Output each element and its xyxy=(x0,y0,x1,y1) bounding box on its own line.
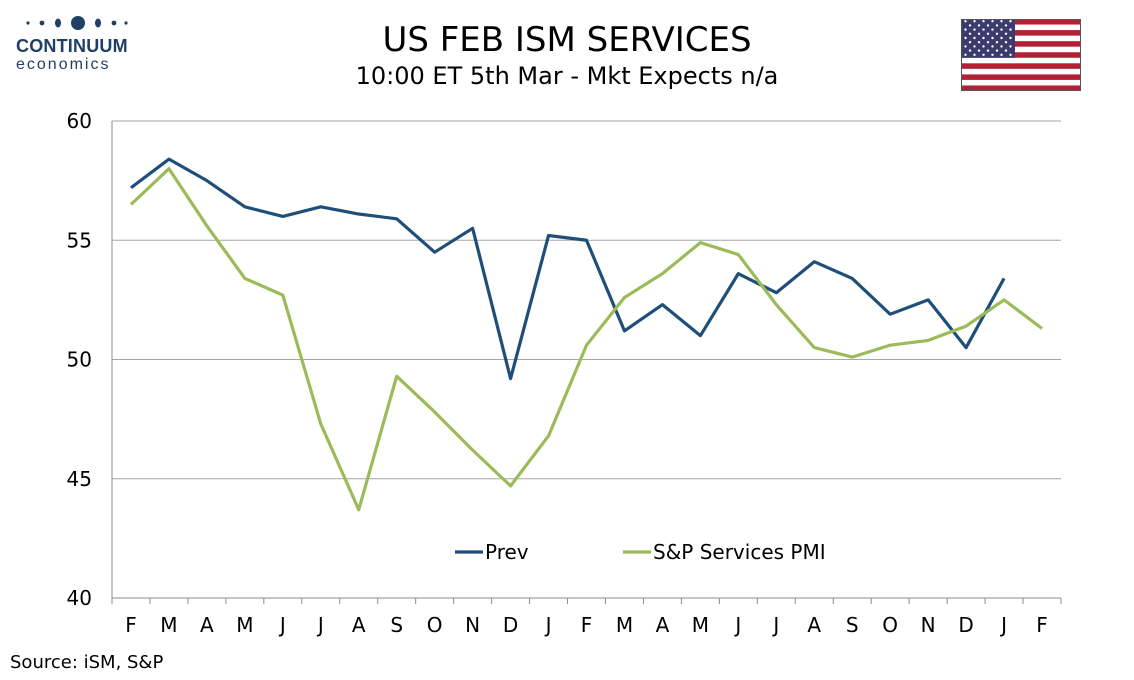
x-tick-label: A xyxy=(807,613,821,637)
x-tick-label: M xyxy=(236,613,253,637)
x-tick-label: J xyxy=(544,613,552,637)
x-tick-label: S xyxy=(846,613,859,637)
flag-star xyxy=(968,41,972,44)
x-tick-label: M xyxy=(616,613,633,637)
flag-star xyxy=(1009,20,1012,23)
flag-star xyxy=(968,24,972,27)
flag-star xyxy=(991,28,994,31)
flag-star xyxy=(986,41,990,44)
y-tick-label: 50 xyxy=(67,348,92,372)
flag-star xyxy=(1004,49,1008,52)
x-tick-label: O xyxy=(427,613,443,637)
flag-star xyxy=(1009,45,1012,48)
x-tick-label: J xyxy=(999,613,1007,637)
y-tick-label: 60 xyxy=(67,109,92,133)
x-tick-label: A xyxy=(656,613,670,637)
flag-star xyxy=(986,49,990,52)
flag-star xyxy=(1000,45,1003,48)
y-tick-label: 40 xyxy=(67,586,92,610)
us-flag-icon xyxy=(961,19,1081,91)
continuum-logo: CONTINUUM economics xyxy=(10,12,140,82)
flag-star xyxy=(991,45,994,48)
x-tick-label: N xyxy=(465,613,480,637)
flag-star xyxy=(982,53,985,56)
flag-star xyxy=(986,24,990,27)
source-note: Source: iSM, S&P xyxy=(10,652,164,673)
flag-star xyxy=(995,24,999,27)
flag-star xyxy=(995,49,999,52)
legend-label: Prev xyxy=(485,540,529,564)
x-tick-label: J xyxy=(316,613,324,637)
x-tick-label: S xyxy=(390,613,403,637)
flag-star xyxy=(995,32,999,35)
flag-star xyxy=(964,20,967,23)
flag-star xyxy=(964,28,967,31)
x-tick-label: D xyxy=(958,613,973,637)
chart-subtitle: 10:00 ET 5th Mar - Mkt Expects n/a xyxy=(355,62,779,90)
flag-star xyxy=(973,36,976,40)
flag-star xyxy=(968,32,972,35)
flag-star xyxy=(995,41,999,44)
logo-name: CONTINUUM xyxy=(16,36,128,56)
y-tick-labels: 40 45 50 55 60 xyxy=(67,109,92,610)
series-lines xyxy=(129,157,1043,512)
x-tick-label: F xyxy=(125,613,137,637)
flag-star xyxy=(1000,53,1003,56)
flag-star xyxy=(991,53,994,56)
flag-star xyxy=(964,36,967,40)
flag-star xyxy=(973,28,976,31)
flag-star xyxy=(982,28,985,31)
flag-star xyxy=(991,20,994,23)
flag-star xyxy=(964,53,967,56)
x-tick-label: M xyxy=(692,613,709,637)
flag-star xyxy=(1004,41,1008,44)
flag-star xyxy=(977,24,981,27)
series-line-s-p-services-pmi xyxy=(129,167,1043,512)
legend-label: S&P Services PMI xyxy=(653,540,826,564)
x-tick-label: N xyxy=(921,613,936,637)
flag-star xyxy=(982,45,985,48)
flag-star xyxy=(973,45,976,48)
x-tick-label: D xyxy=(503,613,518,637)
gridlines xyxy=(112,120,1061,480)
series-line-prev xyxy=(130,157,1006,381)
flag-star xyxy=(986,32,990,35)
flag-star xyxy=(977,49,981,52)
flag-star xyxy=(1000,28,1003,31)
flag-star xyxy=(973,20,976,23)
flag-star xyxy=(973,53,976,56)
flag-star xyxy=(1004,32,1008,35)
flag-star xyxy=(1009,28,1012,31)
flag-star xyxy=(982,36,985,40)
flag-star xyxy=(1009,36,1012,40)
flag-star xyxy=(982,20,985,23)
x-tick-label: M xyxy=(160,613,177,637)
x-tick-label: J xyxy=(278,613,286,637)
x-tick-label: O xyxy=(882,613,898,637)
x-tick-label: J xyxy=(733,613,741,637)
flag-star xyxy=(1000,36,1003,40)
flag-star xyxy=(1009,53,1012,56)
x-tick-label: A xyxy=(200,613,214,637)
chart-title: US FEB ISM SERVICES xyxy=(382,20,752,60)
flag-star xyxy=(964,45,967,48)
y-tick-label: 55 xyxy=(67,228,92,252)
flag-star xyxy=(977,32,981,35)
x-tick-label: A xyxy=(352,613,366,637)
x-tick-label: F xyxy=(1036,613,1048,637)
legend: Prev S&P Services PMI xyxy=(455,540,826,564)
flag-star xyxy=(977,41,981,44)
logo-tagline: economics xyxy=(16,56,111,73)
flag-star xyxy=(1000,20,1003,23)
flag-star xyxy=(1004,24,1008,27)
y-tick-label: 45 xyxy=(67,467,92,491)
axes xyxy=(111,121,1062,604)
x-tick-label: F xyxy=(581,613,593,637)
logo-dots-icon xyxy=(26,16,128,30)
flag-star xyxy=(991,36,994,40)
x-tick-label: J xyxy=(771,613,779,637)
flag-star xyxy=(968,49,972,52)
